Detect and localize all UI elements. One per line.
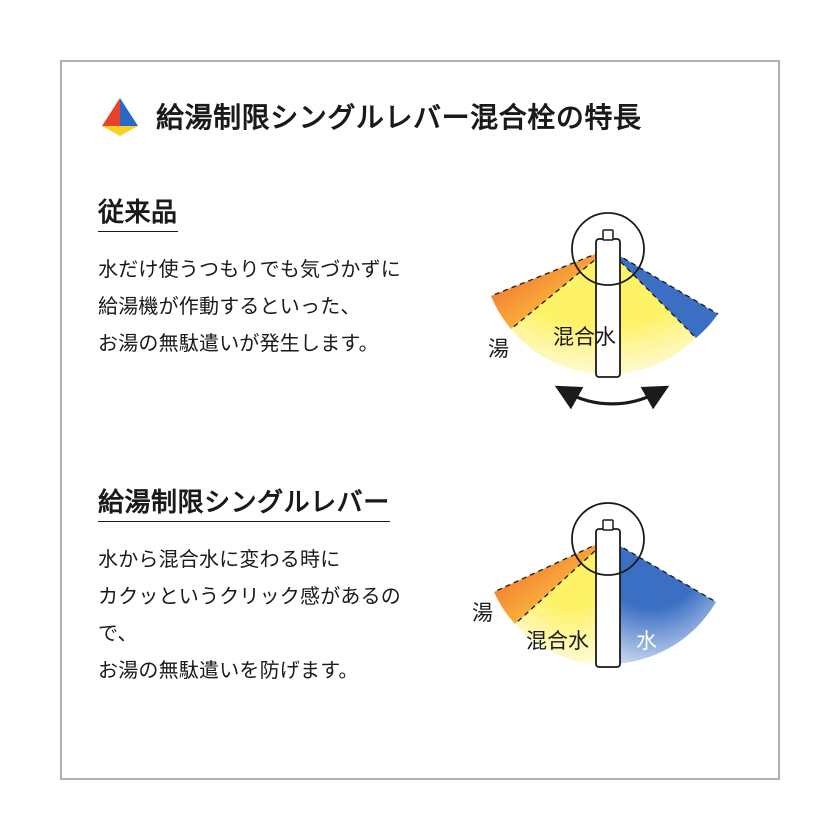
section-conventional: 従来品 水だけ使うつもりでも気づかずに 給湯機が作動するといった、 お湯の無駄遣…: [98, 174, 748, 434]
label-cold: 水: [706, 291, 727, 314]
label-cold: 水: [636, 630, 657, 653]
label-mix: 混合水: [526, 630, 589, 653]
diagram-restricted: 湯 混合水 水: [448, 464, 748, 714]
section-text: 給湯制限シングルレバー 水から混合水に変わる時に カクッというクリック感があるの…: [98, 464, 430, 714]
section-description: 水だけ使うつもりでも気づかずに 給湯機が作動するといった、 お湯の無駄遣いが発生…: [98, 252, 430, 363]
page-title: 給湯制限シングルレバー混合栓の特長: [156, 96, 642, 136]
section-subtitle: 従来品: [98, 192, 178, 232]
label-hot: 湯: [488, 338, 509, 361]
section-restricted: 給湯制限シングルレバー 水から混合水に変わる時に カクッというクリック感があるの…: [98, 464, 748, 714]
section-description: 水から混合水に変わる時に カクッというクリック感があるので、 お湯の無駄遣いを防…: [98, 542, 430, 690]
label-mix: 混合水: [553, 326, 616, 349]
info-panel: 給湯制限シングルレバー混合栓の特長 従来品 水だけ使うつもりでも気づかずに 給湯…: [60, 60, 780, 780]
section-subtitle: 給湯制限シングルレバー: [98, 482, 390, 522]
section-text: 従来品 水だけ使うつもりでも気づかずに 給湯機が作動するといった、 お湯の無駄遣…: [98, 174, 430, 434]
label-hot: 湯: [472, 602, 493, 625]
diagram-conventional: 湯 混合水 水: [448, 174, 748, 434]
logo-icon: [98, 96, 142, 136]
title-row: 給湯制限シングルレバー混合栓の特長: [98, 96, 748, 136]
